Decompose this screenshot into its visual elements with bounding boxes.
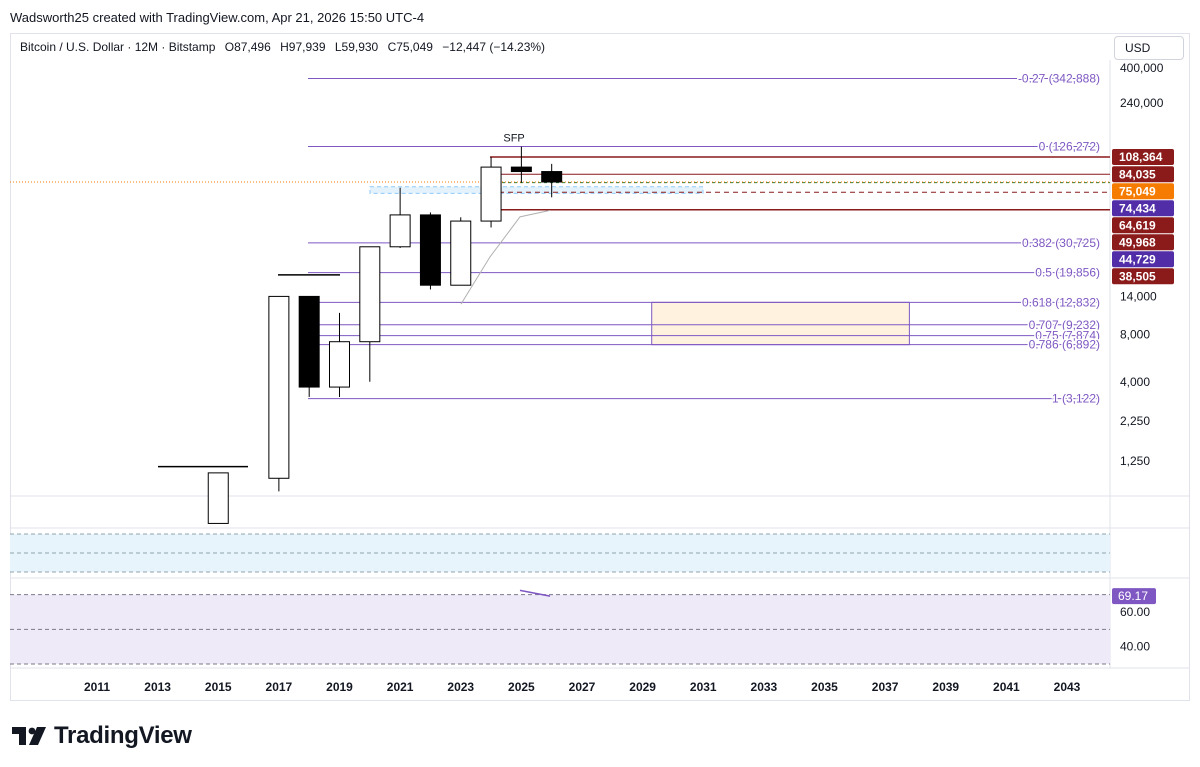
- y-tick-label: 1,250: [1120, 454, 1150, 468]
- price-tag-label: 75,049: [1119, 184, 1156, 198]
- price-tag-label: 49,968: [1119, 235, 1156, 249]
- indicator-y-tick: 40.00: [1120, 640, 1150, 654]
- fib-level-label: -0.27 (342,888): [1018, 71, 1100, 85]
- x-tick-label: 2027: [569, 680, 596, 694]
- x-tick-label: 2041: [993, 680, 1020, 694]
- chart-attribution: Wadsworth25 created with TradingView.com…: [10, 10, 425, 25]
- candle-body: [480, 166, 502, 222]
- legend-high: H97,939: [280, 40, 326, 54]
- legend-close: C75,049: [387, 40, 433, 54]
- candle-body: [510, 166, 532, 173]
- price-tag: [1112, 251, 1174, 268]
- y-tick-label: 14,000: [1120, 289, 1157, 303]
- x-tick-label: 2037: [872, 680, 899, 694]
- indicator-y-tick: 60.00: [1120, 605, 1150, 619]
- x-tick-label: 2025: [508, 680, 535, 694]
- price-tag: [1112, 268, 1174, 285]
- fib-level-label: 0.618 (12,832): [1022, 295, 1100, 309]
- price-tag: [1112, 217, 1174, 234]
- fib-level-label: 0.75 (7,874): [1035, 329, 1100, 343]
- x-tick-label: 2033: [751, 680, 778, 694]
- x-tick-label: 2039: [932, 680, 959, 694]
- currency-button[interactable]: USD: [1114, 36, 1184, 60]
- legend-change: −12,447 (−14.23%): [442, 40, 546, 54]
- y-tick-label: 400,000: [1120, 61, 1164, 75]
- fib-level-label: 0.786 (6,892): [1029, 338, 1100, 352]
- price-tag: [1112, 183, 1174, 200]
- legend-low: L59,930: [334, 40, 379, 54]
- symbol-name[interactable]: Bitcoin / U.S. Dollar · 12M · Bitstamp: [20, 40, 216, 54]
- y-tick-label: 240,000: [1120, 96, 1164, 110]
- fib-level-label: 0.382 (30,725): [1022, 236, 1100, 250]
- candle-body: [329, 341, 350, 388]
- x-tick-label: 2019: [326, 680, 353, 694]
- candle-body: [359, 246, 381, 343]
- price-tag: [1112, 148, 1174, 165]
- tradingview-logo[interactable]: TradingView: [12, 722, 192, 750]
- x-tick-label: 2023: [447, 680, 474, 694]
- candle-body: [298, 295, 320, 388]
- price-tag-label: 74,434: [1119, 201, 1156, 215]
- tradingview-logo-text: TradingView: [54, 722, 192, 749]
- x-tick-label: 2031: [690, 680, 717, 694]
- x-tick-label: 2035: [811, 680, 838, 694]
- y-tick-label: 8,000: [1120, 328, 1150, 342]
- rsi-line: [519, 589, 551, 597]
- target-zone: [651, 301, 910, 346]
- candle-body: [268, 295, 290, 479]
- candle-body: [419, 214, 441, 286]
- x-tick-label: 2029: [629, 680, 656, 694]
- price-tag: [1112, 166, 1174, 183]
- candle-body: [541, 171, 563, 183]
- tradingview-logo-icon: [12, 727, 46, 745]
- price-tag-label: 108,364: [1119, 150, 1163, 164]
- x-tick-label: 2011: [84, 680, 110, 694]
- fib-level-label: 1 (3,122): [1052, 392, 1100, 406]
- candle-body: [450, 220, 472, 286]
- price-tag-label: 38,505: [1119, 269, 1156, 283]
- candle-body: [389, 214, 411, 248]
- candle-body: [207, 472, 229, 524]
- x-tick-label: 2013: [144, 680, 171, 694]
- price-tag-label: 64,619: [1119, 218, 1156, 232]
- legend-open: O87,496: [224, 40, 271, 54]
- price-tag: [1112, 200, 1174, 217]
- indicator-value-tag: [1112, 588, 1156, 605]
- chart-frame: [10, 33, 1190, 701]
- x-tick-label: 2017: [266, 680, 293, 694]
- price-tag: [1112, 234, 1174, 251]
- fib-level-label: 0 (126,272): [1039, 140, 1100, 154]
- fib-level-label: 0.707 (9,232): [1029, 318, 1100, 332]
- demand-zone: [369, 186, 704, 194]
- x-tick-label: 2015: [205, 680, 232, 694]
- fib-level-label: 0.5 (19,856): [1035, 266, 1100, 280]
- indicator-value-label: 69.17: [1118, 589, 1148, 603]
- trend-curve: [460, 209, 551, 305]
- x-tick-label: 2043: [1054, 680, 1081, 694]
- symbol-legend: Bitcoin / U.S. Dollar · 12M · Bitstamp O…: [20, 40, 551, 54]
- y-tick-label: 2,250: [1120, 414, 1150, 428]
- price-tag-label: 44,729: [1119, 252, 1156, 266]
- price-tag-label: 84,035: [1119, 167, 1156, 181]
- y-tick-label: 4,000: [1120, 375, 1150, 389]
- x-tick-label: 2021: [387, 680, 414, 694]
- sfp-annotation: SFP: [503, 133, 524, 145]
